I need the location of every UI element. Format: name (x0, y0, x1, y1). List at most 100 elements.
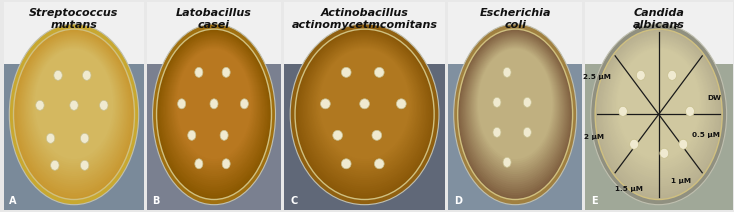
Text: C: C (290, 196, 297, 206)
Ellipse shape (608, 40, 709, 176)
Ellipse shape (166, 38, 262, 180)
Ellipse shape (462, 33, 568, 191)
Ellipse shape (220, 130, 228, 140)
Ellipse shape (158, 30, 270, 197)
Ellipse shape (396, 99, 406, 109)
Ellipse shape (172, 45, 255, 168)
Ellipse shape (599, 32, 719, 193)
Ellipse shape (312, 42, 418, 172)
Ellipse shape (15, 30, 134, 197)
Ellipse shape (222, 67, 230, 77)
Ellipse shape (100, 100, 108, 110)
Ellipse shape (591, 24, 727, 205)
Text: 1 μM: 1 μM (671, 178, 691, 184)
Ellipse shape (173, 46, 255, 166)
Text: DW: DW (708, 95, 722, 101)
Ellipse shape (478, 49, 553, 159)
Ellipse shape (600, 33, 718, 191)
Ellipse shape (503, 157, 511, 167)
Ellipse shape (34, 49, 113, 159)
Ellipse shape (454, 24, 577, 205)
Ellipse shape (308, 39, 421, 178)
Ellipse shape (240, 99, 248, 109)
Ellipse shape (611, 42, 707, 172)
Text: E: E (591, 196, 597, 206)
Ellipse shape (19, 34, 129, 189)
Ellipse shape (167, 39, 261, 178)
Ellipse shape (468, 38, 563, 180)
Ellipse shape (295, 29, 434, 199)
Ellipse shape (171, 43, 257, 170)
Ellipse shape (300, 33, 429, 191)
Ellipse shape (660, 148, 669, 158)
Ellipse shape (617, 47, 701, 161)
Ellipse shape (372, 130, 382, 140)
Ellipse shape (165, 37, 263, 183)
Text: D: D (454, 196, 462, 206)
Ellipse shape (302, 34, 428, 189)
Ellipse shape (317, 46, 413, 163)
Ellipse shape (160, 32, 269, 193)
Text: B: B (153, 196, 160, 206)
Ellipse shape (360, 99, 369, 109)
Ellipse shape (459, 31, 570, 195)
Ellipse shape (156, 29, 272, 199)
Ellipse shape (27, 41, 121, 174)
Bar (585, 2, 733, 64)
Ellipse shape (607, 39, 711, 178)
Ellipse shape (23, 38, 125, 180)
Ellipse shape (305, 37, 424, 183)
Ellipse shape (81, 160, 89, 170)
Ellipse shape (178, 99, 186, 109)
Ellipse shape (523, 127, 531, 137)
Ellipse shape (28, 42, 120, 172)
Ellipse shape (595, 29, 722, 199)
Ellipse shape (318, 47, 411, 161)
Ellipse shape (613, 45, 705, 168)
Ellipse shape (341, 67, 351, 77)
Ellipse shape (473, 43, 558, 170)
Ellipse shape (51, 160, 59, 170)
Text: 2.5 μM: 2.5 μM (583, 74, 611, 80)
Ellipse shape (469, 40, 561, 176)
Ellipse shape (153, 24, 275, 205)
Ellipse shape (195, 159, 203, 169)
Ellipse shape (470, 41, 560, 174)
Ellipse shape (679, 139, 688, 149)
Ellipse shape (170, 42, 258, 172)
Ellipse shape (466, 37, 564, 183)
Ellipse shape (70, 100, 79, 110)
Text: A: A (10, 196, 17, 206)
Ellipse shape (170, 41, 259, 174)
Ellipse shape (32, 46, 115, 163)
Ellipse shape (222, 159, 230, 169)
Ellipse shape (605, 37, 713, 183)
Ellipse shape (297, 31, 432, 195)
Ellipse shape (630, 139, 639, 149)
Bar (4, 2, 145, 64)
Ellipse shape (34, 47, 115, 161)
Ellipse shape (188, 130, 196, 140)
Ellipse shape (299, 32, 430, 193)
Ellipse shape (175, 46, 253, 163)
Ellipse shape (32, 46, 117, 166)
Ellipse shape (609, 41, 708, 174)
Ellipse shape (475, 46, 556, 166)
Text: A: A (635, 24, 641, 30)
Ellipse shape (25, 39, 123, 178)
Ellipse shape (619, 106, 628, 116)
Ellipse shape (159, 31, 269, 195)
Ellipse shape (177, 49, 251, 159)
Text: 1.5 μM: 1.5 μM (615, 186, 643, 192)
Bar (448, 2, 582, 64)
Ellipse shape (601, 34, 716, 189)
Ellipse shape (46, 133, 55, 143)
Ellipse shape (21, 35, 128, 187)
Ellipse shape (297, 30, 433, 197)
Ellipse shape (463, 34, 567, 189)
Ellipse shape (307, 38, 423, 180)
Ellipse shape (523, 97, 531, 107)
Ellipse shape (602, 35, 715, 187)
Ellipse shape (341, 159, 351, 169)
Ellipse shape (611, 43, 706, 170)
